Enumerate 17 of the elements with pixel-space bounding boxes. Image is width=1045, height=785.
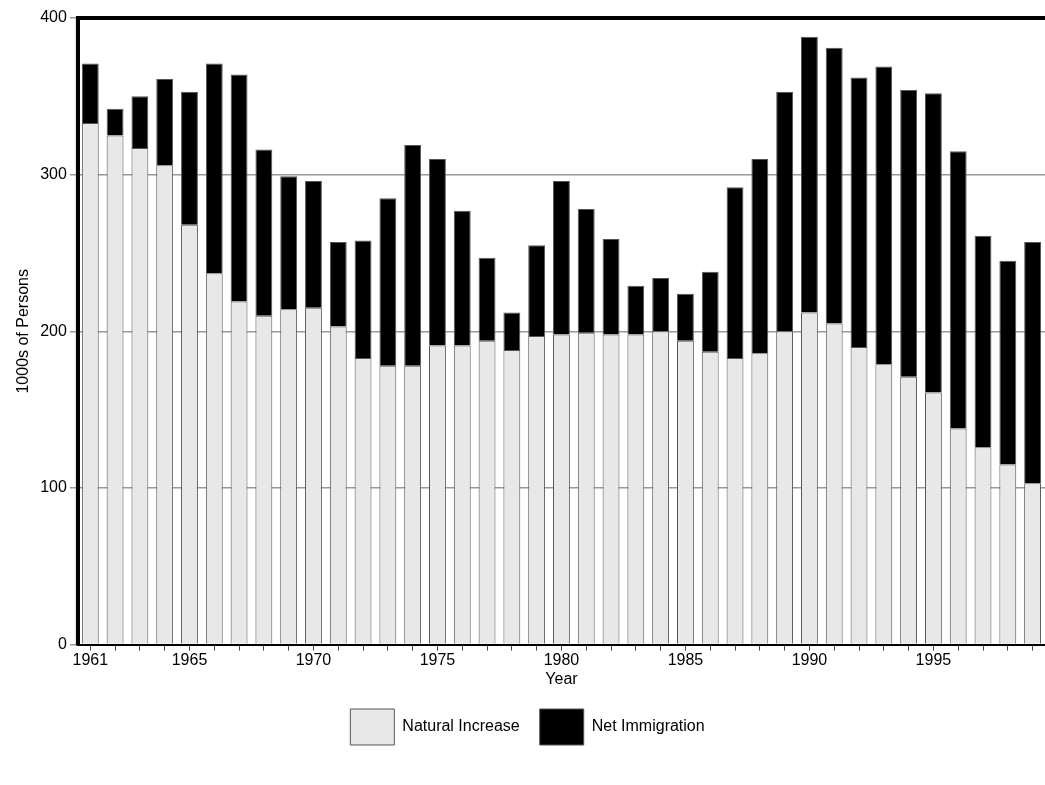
x-tick-label: 1980 (543, 650, 580, 668)
y-tick-label: 400 (40, 8, 67, 26)
y-tick-label: 100 (40, 478, 67, 496)
x-tick-label: 1995 (915, 650, 952, 668)
legend-label: Net Immigration (591, 717, 705, 735)
x-tick-label: 1961 (72, 650, 109, 668)
x-tick-label: 1990 (791, 650, 828, 668)
x-tick-label: 1985 (667, 650, 704, 668)
y-tick-label: 300 (40, 165, 67, 183)
y-tick-label: 0 (57, 635, 67, 653)
x-axis-title: Year (545, 669, 579, 687)
legend-label: Natural Increase (402, 717, 520, 735)
x-tick-label: 1965 (171, 650, 208, 668)
y-axis-title: 1000s of Persons (14, 269, 32, 394)
x-tick-label: 1975 (419, 650, 456, 668)
y-tick-label: 200 (40, 321, 67, 339)
x-tick-label: 1970 (295, 650, 332, 668)
